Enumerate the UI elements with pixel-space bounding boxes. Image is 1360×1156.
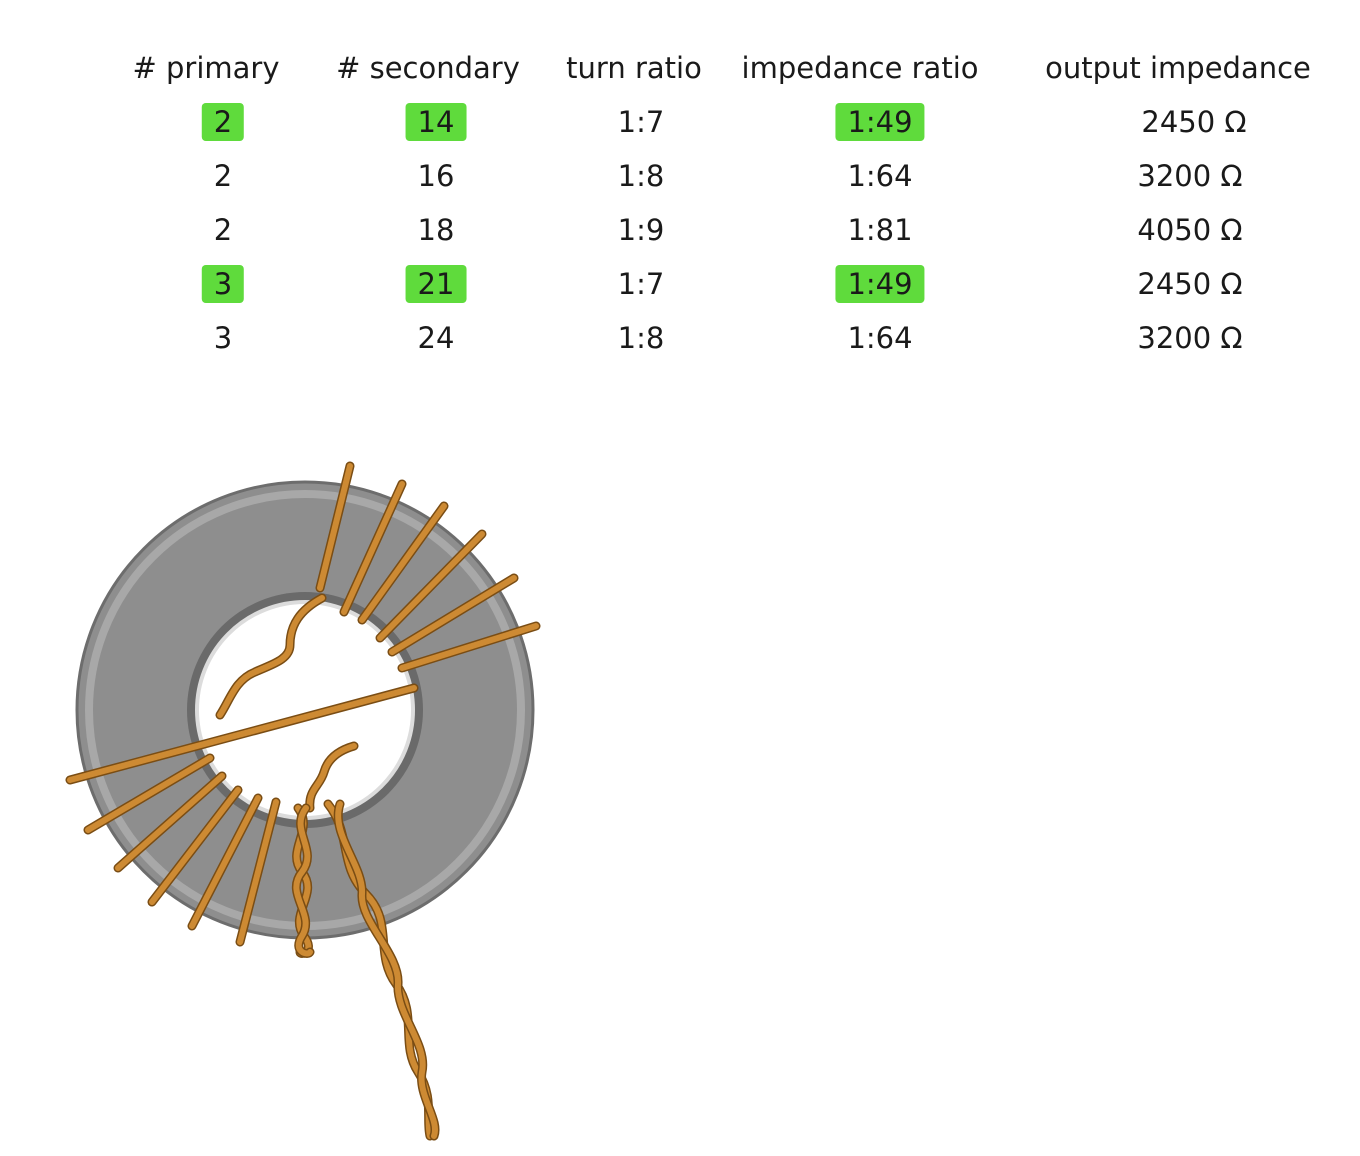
cell-turn-ratio-r1: 1:7 xyxy=(617,105,665,139)
cell-impedance-ratio-r4: 1:49 xyxy=(835,264,925,304)
cell-impedance-ratio-r3: 1:81 xyxy=(847,213,913,247)
cell-turn-ratio-r3: 1:9 xyxy=(617,213,665,247)
cell-primary-r3: 2 xyxy=(213,213,233,247)
secondary-winding xyxy=(215,461,541,720)
twisted-lead-short xyxy=(291,803,315,958)
cell-secondary-r5: 24 xyxy=(417,321,455,355)
cell-impedance-ratio-r2: 1:64 xyxy=(847,159,913,193)
cell-output-impedance-r1: 2450 Ω xyxy=(1141,105,1247,139)
cell-secondary-r1: 14 xyxy=(405,102,467,142)
cell-output-impedance-r5: 3200 Ω xyxy=(1137,321,1243,355)
highlight-marker: 2 xyxy=(201,103,245,141)
cell-secondary-r3: 18 xyxy=(417,213,455,247)
twisted-lead-long xyxy=(323,799,440,1141)
toroid-svg xyxy=(65,461,541,1141)
highlight-marker: 1:49 xyxy=(835,265,925,303)
primary-winding xyxy=(83,741,359,947)
header-secondary: # secondary xyxy=(336,51,520,85)
highlight-marker: 21 xyxy=(405,265,467,303)
cell-turn-ratio-r4: 1:7 xyxy=(617,267,665,301)
crossing-wire xyxy=(65,683,419,785)
cell-secondary-r2: 16 xyxy=(417,159,455,193)
impedance-table: # primary # secondary turn ratio impedan… xyxy=(118,40,1338,380)
highlight-marker: 3 xyxy=(201,265,245,303)
cell-output-impedance-r3: 4050 Ω xyxy=(1137,213,1243,247)
toroidal-transformer-illustration xyxy=(40,440,600,1152)
cell-output-impedance-r4: 2450 Ω xyxy=(1137,267,1243,301)
cell-primary-r2: 2 xyxy=(213,159,233,193)
cell-primary-r5: 3 xyxy=(213,321,233,355)
cell-output-impedance-r2: 3200 Ω xyxy=(1137,159,1243,193)
highlight-marker: 14 xyxy=(405,103,467,141)
highlight-marker: 1:49 xyxy=(835,103,925,141)
cell-turn-ratio-r5: 1:8 xyxy=(617,321,665,355)
cell-primary-r4: 3 xyxy=(201,264,245,304)
header-output-impedance: output impedance xyxy=(1045,51,1311,85)
cell-turn-ratio-r2: 1:8 xyxy=(617,159,665,193)
cell-impedance-ratio-r5: 1:64 xyxy=(847,321,913,355)
header-turn-ratio: turn ratio xyxy=(566,51,702,85)
cell-impedance-ratio-r1: 1:49 xyxy=(835,102,925,142)
cell-secondary-r4: 21 xyxy=(405,264,467,304)
cell-primary-r1: 2 xyxy=(201,102,245,142)
header-impedance-ratio: impedance ratio xyxy=(741,51,979,85)
header-primary: # primary xyxy=(132,51,280,85)
